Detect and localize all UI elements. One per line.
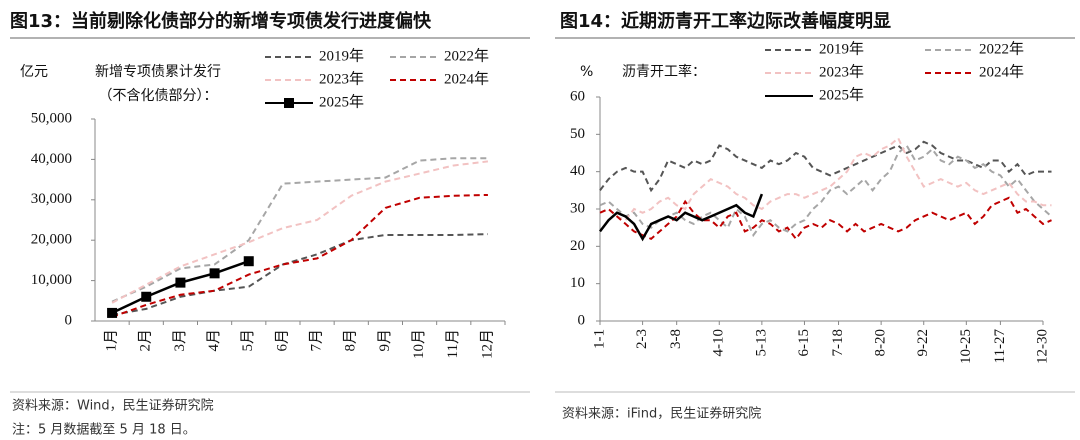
source: 资料来源：iFind，民生证券研究院: [562, 406, 761, 422]
legend-label: 2022年: [979, 40, 1024, 57]
x-tick-label: 9-22: [915, 329, 931, 357]
y-tick-label: 20,000: [31, 232, 72, 248]
x-tick-label: 10-25: [958, 329, 974, 364]
x-tick-label: 9月: [377, 329, 393, 352]
x-tick-label: 6-15: [796, 329, 812, 357]
y-tick-label: 60: [570, 88, 585, 104]
y-tick-label: 30: [570, 200, 585, 216]
y-tick-label: 10,000: [31, 272, 72, 288]
series-line: [111, 157, 488, 303]
series-line: [111, 233, 488, 316]
y-tick-label: 50: [570, 126, 585, 142]
legend-label: 2019年: [819, 40, 864, 57]
y-tick-label: 50,000: [31, 110, 72, 126]
y-tick-label: 40: [570, 163, 585, 179]
legend-label: 2023年: [819, 63, 864, 80]
note: 注：5 月数据截至 5 月 18 日。: [12, 423, 196, 438]
x-tick-label: 11-27: [992, 329, 1008, 364]
x-tick-label: 12月: [479, 329, 495, 359]
chart-title: 图14：近期沥青开工率边际改善幅度明显: [560, 10, 891, 32]
y-tick-label: 0: [65, 312, 73, 328]
x-tick-label: 8月: [343, 329, 359, 352]
annotation: 新增专项债累计发行: [95, 64, 221, 80]
x-tick-label: 2-3: [634, 329, 650, 349]
x-tick-label: 12-30: [1034, 329, 1050, 364]
chart-title: 图13：当前剔除化债部分的新增专项债发行进度偏快: [10, 10, 432, 32]
x-tick-label: 8-20: [873, 329, 889, 357]
x-tick-label: 4月: [206, 329, 222, 352]
legend-label: 2025年: [319, 93, 364, 110]
series-line: [599, 193, 764, 242]
y-unit: 亿元: [20, 64, 48, 80]
x-tick-label: 3月: [172, 329, 188, 352]
x-tick-label: 6月: [274, 329, 290, 352]
annotation: （不含化债部分）：: [99, 88, 218, 104]
y-tick-label: 0: [578, 312, 586, 328]
x-tick-label: 1月: [104, 329, 120, 352]
x-tick-label: 2月: [138, 329, 154, 352]
x-tick-label: 5月: [240, 329, 256, 352]
y-tick-label: 30,000: [31, 191, 72, 207]
x-tick-label: 7-18: [830, 329, 846, 357]
legend-label: 2019年: [319, 47, 364, 64]
marker: [209, 268, 220, 279]
marker: [107, 307, 118, 318]
marker: [243, 256, 254, 267]
legend-label: 2023年: [319, 70, 364, 87]
series-line: [599, 196, 1052, 241]
marker: [175, 277, 186, 288]
legend-label: 2025年: [819, 86, 864, 103]
x-tick-label: 11月: [445, 329, 461, 358]
x-tick-label: 7月: [309, 329, 325, 352]
x-tick-label: 3-8: [668, 329, 684, 349]
legend-marker: [284, 98, 294, 108]
x-tick-label: 10月: [411, 329, 427, 359]
legend-label: 2024年: [444, 70, 489, 87]
y-unit: %: [580, 64, 593, 80]
marker: [141, 291, 152, 302]
x-tick-label: 4-10: [711, 329, 727, 357]
series-line: [111, 160, 489, 304]
y-tick-label: 20: [570, 238, 585, 254]
legend-label: 2024年: [979, 63, 1024, 80]
x-tick-label: 1-1: [591, 329, 607, 349]
x-tick-label: 5-13: [753, 329, 769, 357]
legend-label: 2022年: [444, 47, 489, 64]
annotation: 沥青开工率：: [622, 63, 706, 80]
series-line: [599, 143, 1053, 238]
series-line: [111, 193, 488, 318]
source: 资料来源：Wind，民生证券研究院: [12, 398, 214, 414]
series-line: [599, 136, 1052, 222]
series-line: [599, 140, 1052, 193]
y-tick-label: 40,000: [31, 151, 72, 167]
y-tick-label: 10: [570, 275, 585, 291]
